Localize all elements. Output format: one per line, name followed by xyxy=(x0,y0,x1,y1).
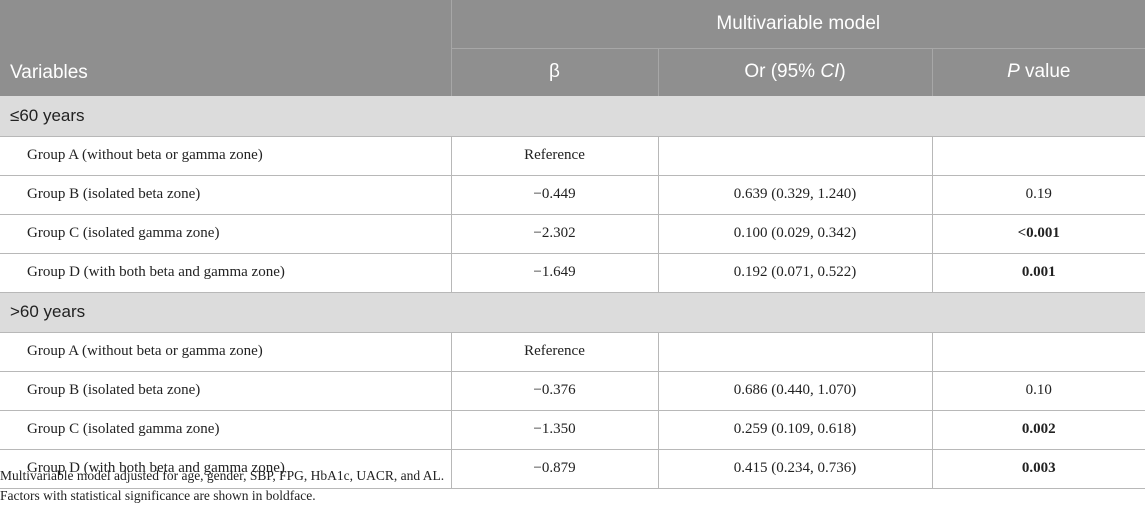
section-row: >60 years xyxy=(0,292,1145,333)
header-p-italic: P xyxy=(1007,61,1020,83)
cell-or: 0.686 (0.440, 1.070) xyxy=(658,371,933,411)
table-row: Group C (isolated gamma zone) −1.350 0.2… xyxy=(0,410,1145,450)
cell-p: 0.003 xyxy=(932,449,1145,489)
header-p-value: P value xyxy=(932,48,1145,96)
cell-or xyxy=(658,136,933,176)
cell-beta: −1.649 xyxy=(451,253,659,293)
cell-or: 0.192 (0.071, 0.522) xyxy=(658,253,933,293)
cell-variable: Group B (isolated beta zone) xyxy=(0,175,452,215)
cell-variable: Group B (isolated beta zone) xyxy=(0,371,452,411)
table-row: Group D (with both beta and gamma zone) … xyxy=(0,449,1145,489)
cell-beta: −0.879 xyxy=(451,449,659,489)
cell-beta: −0.449 xyxy=(451,175,659,215)
header-beta: β xyxy=(451,48,659,96)
table-row: Group A (without beta or gamma zone) Ref… xyxy=(0,332,1145,372)
table-header: Variables Multivariable model β Or (95% … xyxy=(0,0,1145,96)
cell-variable: Group C (isolated gamma zone) xyxy=(0,214,452,254)
footnote-significance: Factors with statistical significance ar… xyxy=(0,488,316,503)
header-or-suffix: ) xyxy=(839,61,846,83)
cell-p: 0.001 xyxy=(932,253,1145,293)
cell-variable: Group A (without beta or gamma zone) xyxy=(0,332,452,372)
header-or-prefix: Or (95% xyxy=(744,61,821,83)
header-or: Or (95% CI) xyxy=(658,48,933,96)
header-p-suffix: value xyxy=(1019,61,1071,83)
cell-or: 0.259 (0.109, 0.618) xyxy=(658,410,933,450)
results-table: Variables Multivariable model β Or (95% … xyxy=(0,0,1145,489)
table-row: Group D (with both beta and gamma zone) … xyxy=(0,253,1145,293)
table-row: Group A (without beta or gamma zone) Ref… xyxy=(0,136,1145,176)
table-row: Group B (isolated beta zone) −0.449 0.63… xyxy=(0,175,1145,215)
table-row: Group C (isolated gamma zone) −2.302 0.1… xyxy=(0,214,1145,254)
header-multivariable-model: Multivariable model xyxy=(451,0,1145,49)
cell-or: 0.415 (0.234, 0.736) xyxy=(658,449,933,489)
cell-p xyxy=(932,136,1145,176)
cell-or xyxy=(658,332,933,372)
cell-beta: −2.302 xyxy=(451,214,659,254)
cell-p: 0.002 xyxy=(932,410,1145,450)
cell-p: 0.19 xyxy=(932,175,1145,215)
section-row: ≤60 years xyxy=(0,96,1145,137)
cell-beta: −0.376 xyxy=(451,371,659,411)
table-footnotes: Multivariable model adjusted for age, ge… xyxy=(0,466,444,506)
cell-variable: Group D (with both beta and gamma zone) xyxy=(0,449,452,489)
header-or-ci: CI xyxy=(820,61,840,83)
cell-beta: −1.350 xyxy=(451,410,659,450)
cell-beta: Reference xyxy=(451,332,659,372)
table-row: Group B (isolated beta zone) −0.376 0.68… xyxy=(0,371,1145,411)
header-variables: Variables xyxy=(0,0,452,96)
cell-or: 0.639 (0.329, 1.240) xyxy=(658,175,933,215)
footnote-adjustment: Multivariable model adjusted for age, ge… xyxy=(0,468,445,483)
table-body: ≤60 years Group A (without beta or gamma… xyxy=(0,96,1145,489)
cell-p xyxy=(932,332,1145,372)
cell-or: 0.100 (0.029, 0.342) xyxy=(658,214,933,254)
cell-beta: Reference xyxy=(451,136,659,176)
cell-variable: Group A (without beta or gamma zone) xyxy=(0,136,452,176)
cell-p: <0.001 xyxy=(932,214,1145,254)
section-label: >60 years xyxy=(0,292,1145,333)
section-label: ≤60 years xyxy=(0,96,1145,137)
cell-variable: Group C (isolated gamma zone) xyxy=(0,410,452,450)
cell-p: 0.10 xyxy=(932,371,1145,411)
cell-variable: Group D (with both beta and gamma zone) xyxy=(0,253,452,293)
